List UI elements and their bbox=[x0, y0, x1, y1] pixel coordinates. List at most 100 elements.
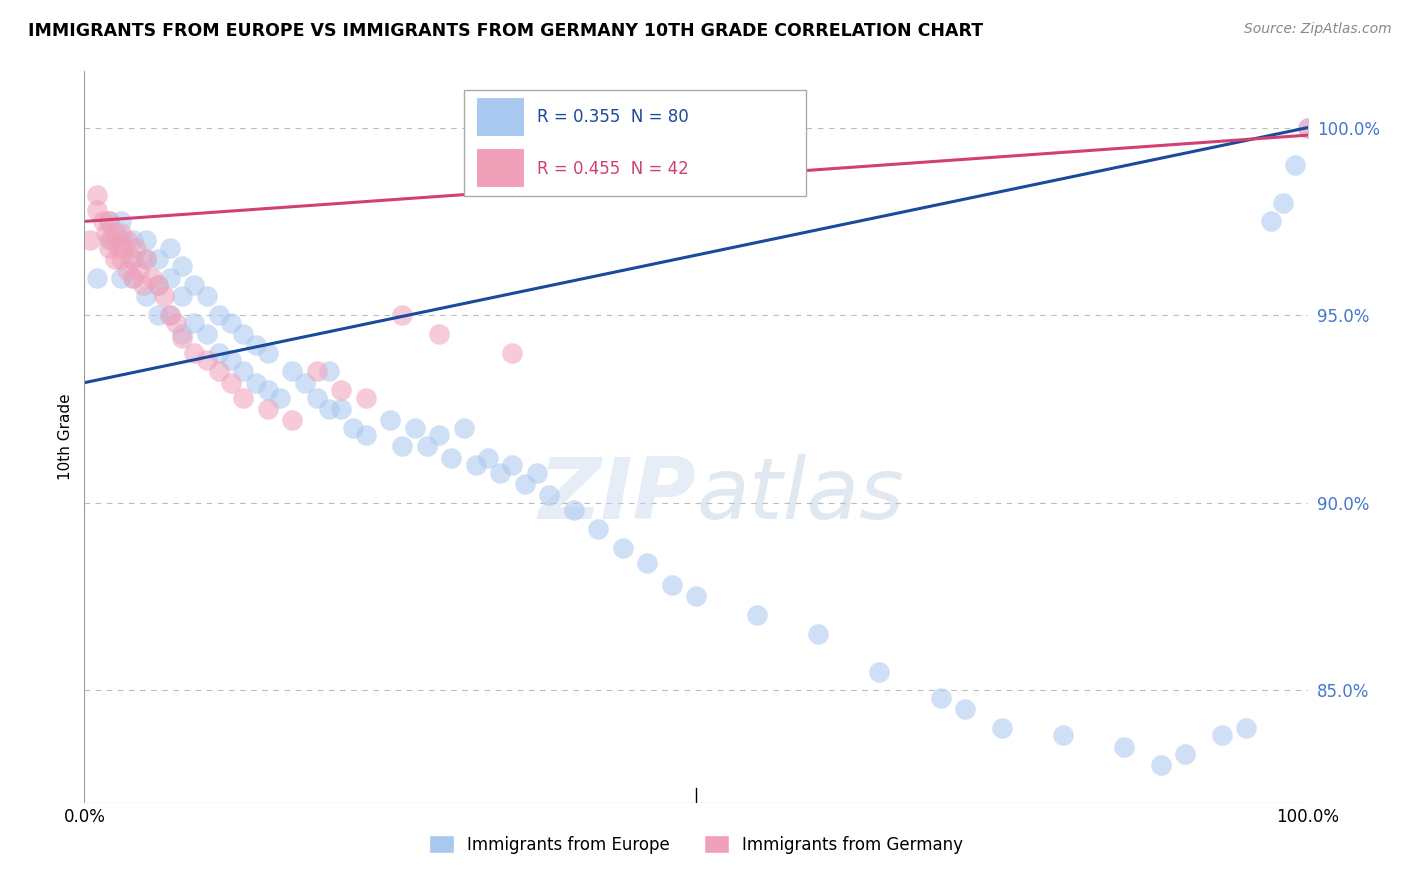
Point bbox=[110, 226, 132, 240]
Point bbox=[86, 188, 108, 202]
Text: atlas: atlas bbox=[696, 454, 904, 537]
Point bbox=[318, 401, 340, 416]
Point bbox=[159, 270, 181, 285]
Point bbox=[172, 326, 194, 341]
Point bbox=[269, 391, 291, 405]
Text: ZIP: ZIP bbox=[538, 454, 696, 537]
Point bbox=[120, 252, 142, 266]
Point bbox=[586, 522, 609, 536]
Point bbox=[502, 458, 524, 473]
Point bbox=[305, 391, 328, 405]
Point bbox=[953, 702, 976, 716]
Point bbox=[1052, 728, 1074, 742]
Point bbox=[112, 241, 135, 255]
Point bbox=[97, 233, 120, 247]
Legend: Immigrants from Europe, Immigrants from Germany: Immigrants from Europe, Immigrants from … bbox=[422, 829, 970, 860]
Point bbox=[104, 252, 127, 266]
Point bbox=[91, 214, 114, 228]
Point bbox=[110, 214, 132, 228]
Point bbox=[281, 364, 304, 378]
Point bbox=[1211, 728, 1233, 742]
Point bbox=[183, 345, 205, 359]
Point bbox=[135, 233, 157, 247]
Point bbox=[153, 289, 176, 303]
Point bbox=[195, 326, 218, 341]
Point bbox=[86, 270, 108, 285]
Point bbox=[172, 260, 194, 274]
Point bbox=[122, 270, 145, 285]
Point bbox=[354, 391, 377, 405]
Point bbox=[97, 214, 120, 228]
Point bbox=[172, 331, 194, 345]
Point bbox=[110, 252, 132, 266]
Point bbox=[1284, 158, 1306, 172]
Y-axis label: 10th Grade: 10th Grade bbox=[58, 393, 73, 481]
Point bbox=[132, 278, 155, 293]
Point bbox=[416, 440, 439, 454]
Point bbox=[464, 458, 486, 473]
Point bbox=[195, 353, 218, 368]
Point bbox=[79, 233, 101, 247]
Point bbox=[122, 233, 145, 247]
Point bbox=[1260, 214, 1282, 228]
Point bbox=[391, 308, 413, 322]
Point bbox=[869, 665, 891, 679]
Point bbox=[125, 241, 148, 255]
Point bbox=[1150, 758, 1173, 772]
Point bbox=[612, 541, 634, 555]
Point bbox=[146, 252, 169, 266]
Point bbox=[208, 308, 231, 322]
Point bbox=[513, 477, 536, 491]
Point bbox=[380, 413, 402, 427]
Point bbox=[453, 420, 475, 434]
Point bbox=[747, 608, 769, 623]
Point bbox=[183, 316, 205, 330]
Point bbox=[135, 252, 157, 266]
Point bbox=[991, 721, 1014, 735]
Point bbox=[110, 270, 132, 285]
Point bbox=[115, 233, 138, 247]
Point bbox=[1236, 721, 1258, 735]
Point bbox=[1174, 747, 1197, 761]
Point bbox=[391, 440, 413, 454]
Point bbox=[257, 345, 280, 359]
Point bbox=[281, 413, 304, 427]
Point bbox=[294, 376, 316, 390]
Point bbox=[404, 420, 426, 434]
Point bbox=[489, 466, 512, 480]
Point bbox=[135, 289, 157, 303]
Point bbox=[165, 316, 187, 330]
Point bbox=[257, 383, 280, 397]
Point bbox=[318, 364, 340, 378]
Point bbox=[502, 345, 524, 359]
Point bbox=[159, 308, 181, 322]
Point bbox=[807, 627, 830, 641]
Point bbox=[342, 420, 364, 434]
Text: IMMIGRANTS FROM EUROPE VS IMMIGRANTS FROM GERMANY 10TH GRADE CORRELATION CHART: IMMIGRANTS FROM EUROPE VS IMMIGRANTS FRO… bbox=[28, 22, 983, 40]
Point bbox=[104, 226, 127, 240]
Point bbox=[107, 241, 129, 255]
Point bbox=[110, 233, 132, 247]
FancyBboxPatch shape bbox=[464, 90, 806, 195]
Point bbox=[1114, 739, 1136, 754]
Point bbox=[330, 383, 353, 397]
Point bbox=[526, 466, 548, 480]
Point bbox=[1296, 120, 1319, 135]
Point bbox=[100, 233, 122, 247]
Point bbox=[685, 590, 707, 604]
Point bbox=[562, 503, 585, 517]
Point bbox=[195, 289, 218, 303]
Point bbox=[208, 364, 231, 378]
Point bbox=[538, 488, 561, 502]
Point bbox=[122, 270, 145, 285]
Point bbox=[86, 203, 108, 218]
Point bbox=[354, 428, 377, 442]
Point bbox=[146, 278, 169, 293]
Point bbox=[208, 345, 231, 359]
Point bbox=[97, 241, 120, 255]
Point bbox=[96, 226, 118, 240]
Point bbox=[219, 376, 242, 390]
Point bbox=[661, 578, 683, 592]
Point bbox=[141, 270, 163, 285]
Point bbox=[440, 450, 463, 465]
